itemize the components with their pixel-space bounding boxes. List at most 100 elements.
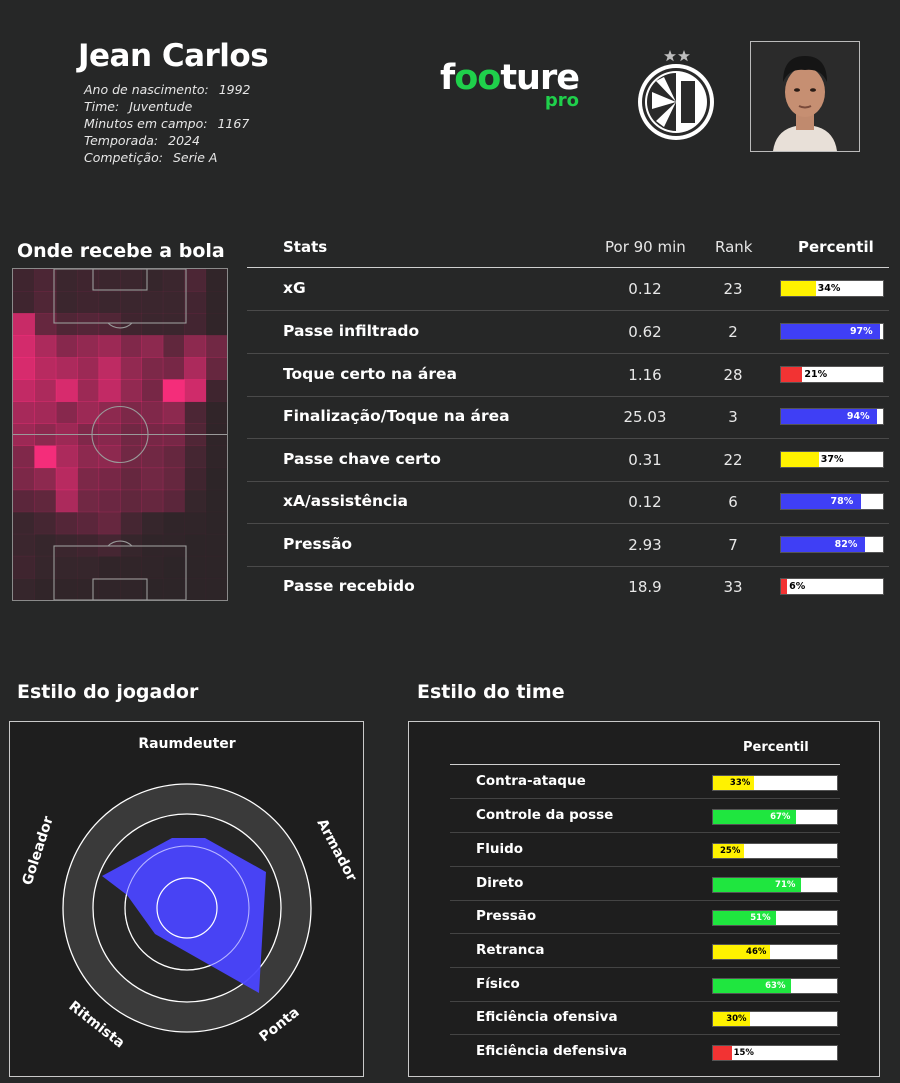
- heatmap-cell: [34, 379, 57, 402]
- percentile-bar: 21%: [780, 366, 884, 383]
- heatmap-cell: [98, 467, 121, 491]
- percentile-bar: 78%: [780, 493, 884, 510]
- heatmap-cell: [205, 357, 227, 380]
- heatmap-cell: [184, 511, 207, 535]
- heatmap-cell: [120, 489, 142, 513]
- receive-title: Onde recebe a bola: [17, 240, 225, 262]
- heatmap-cell: [13, 511, 35, 535]
- heatmap-cell: [13, 379, 35, 402]
- heatmap-cell: [13, 401, 35, 424]
- heatmap-cell: [184, 313, 207, 336]
- heatmap-cell: [184, 401, 207, 424]
- club-crest-logo: [636, 47, 716, 143]
- heatmap-cell: [141, 445, 164, 469]
- heatmap-cell: [13, 489, 35, 513]
- heatmap-cell: [120, 467, 142, 491]
- info-team: Time: Juventude: [84, 99, 193, 114]
- info-birth-year: Ano de nascimento: 1992: [84, 82, 251, 97]
- heatmap-cell: [77, 313, 100, 336]
- heatmap-cell: [184, 445, 207, 469]
- list-item: Eficiência ofensiva 30%: [450, 1001, 840, 1035]
- heatmap-cell: [120, 577, 142, 600]
- heatmap-cell: [13, 291, 35, 314]
- heatmap-cell: [98, 357, 121, 380]
- heatmap-cell: [77, 269, 100, 292]
- heatmap-cell: [55, 291, 78, 314]
- radar-shape: [102, 838, 266, 993]
- heatmap-cell: [98, 291, 121, 314]
- heatmap-cell: [98, 555, 121, 579]
- radar-label-top: Raumdeuter: [138, 736, 235, 752]
- heatmap-cell: [34, 401, 57, 424]
- list-item: Retranca 46%: [450, 934, 840, 968]
- heatmap-cell: [34, 291, 57, 314]
- heatmap-cell: [55, 313, 78, 336]
- list-item: Físico 63%: [450, 968, 840, 1002]
- heatmap-cell: [55, 489, 78, 513]
- team-percentile-bar: 33%: [712, 775, 838, 791]
- percentile-bar: 94%: [780, 408, 884, 425]
- heatmap-cell: [34, 533, 57, 557]
- heatmap-cell: [34, 357, 57, 380]
- heatmap-cell: [162, 335, 185, 358]
- heatmap-cell: [120, 401, 142, 424]
- heatmap-cell: [55, 467, 78, 491]
- team-percentile-bar: 46%: [712, 944, 838, 960]
- heatmap-cell: [77, 445, 100, 469]
- heatmap-cell: [98, 577, 121, 600]
- heatmap-cell: [184, 291, 207, 314]
- heatmap-cell: [205, 445, 227, 469]
- heatmap-cell: [162, 357, 185, 380]
- heatmap-cell: [184, 379, 207, 402]
- team-percentile-bar: 67%: [712, 809, 838, 825]
- heatmap-cell: [162, 511, 185, 535]
- heatmap-cell: [55, 379, 78, 402]
- heatmap-cell: [98, 445, 121, 469]
- heatmap-cell: [184, 489, 207, 513]
- team-percentile-bar: 25%: [712, 843, 838, 859]
- heatmap-cell: [205, 313, 227, 336]
- heatmap-cell: [34, 313, 57, 336]
- list-item: Direto 71%: [450, 867, 840, 901]
- heatmap-cell: [77, 577, 100, 600]
- info-minutes: Minutos em campo: 1167: [84, 116, 250, 131]
- team-header-percentile: Percentil: [743, 740, 809, 755]
- heatmap-cell: [141, 335, 164, 358]
- heatmap-cell: [184, 533, 207, 557]
- table-row: Passe recebido 18.9 33 6%: [247, 566, 889, 608]
- heatmap-cell: [141, 555, 164, 579]
- list-item: Fluido 25%: [450, 833, 840, 867]
- heatmap-cell: [98, 379, 121, 402]
- team-percentile-bar: 51%: [712, 910, 838, 926]
- heatmap-cell: [13, 335, 35, 358]
- team-percentile-bar: 30%: [712, 1011, 838, 1027]
- radar-label-left: Goleador: [20, 814, 57, 887]
- heatmap-cell: [13, 313, 35, 336]
- heatmap-cell: [120, 511, 142, 535]
- heatmap-cell: [13, 555, 35, 579]
- table-row: xG 0.12 23 34%: [247, 268, 889, 311]
- team-percentile-bar: 71%: [712, 877, 838, 893]
- heatmap-cell: [162, 401, 185, 424]
- heatmap-cell: [77, 379, 100, 402]
- heatmap-cell: [34, 489, 57, 513]
- heatmap-cell: [77, 291, 100, 314]
- heatmap-cell: [98, 269, 121, 292]
- header-rank: Rank: [715, 238, 753, 256]
- player-style-radar: Raumdeuter Armador Goleador Ritmista Pon…: [9, 721, 364, 1077]
- team-style-table: Percentil Contra-ataque 33% Controle da p…: [408, 721, 880, 1077]
- percentile-bar: 34%: [780, 280, 884, 297]
- heatmap-cell: [162, 577, 185, 600]
- heatmap-cell: [55, 445, 78, 469]
- list-item: Controle da posse 67%: [450, 799, 840, 833]
- list-item: Pressão 51%: [450, 900, 840, 934]
- heatmap-cell: [34, 445, 57, 469]
- heatmap-cell: [162, 291, 185, 314]
- heatmap-cell: [13, 577, 35, 600]
- heatmap-cell: [205, 489, 227, 513]
- heatmap-cell: [77, 335, 100, 358]
- team-percentile-bar: 15%: [712, 1045, 838, 1061]
- header-stats: Stats: [283, 238, 328, 256]
- heatmap-cell: [141, 489, 164, 513]
- player-style-title: Estilo do jogador: [17, 681, 199, 703]
